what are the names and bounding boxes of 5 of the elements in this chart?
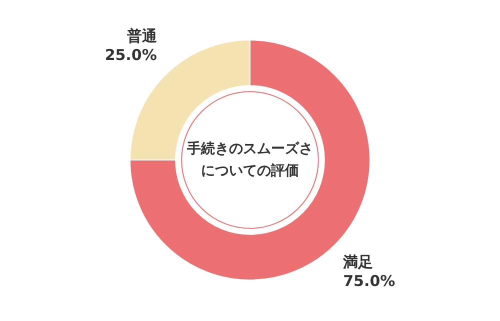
data-label: 75.0% (343, 272, 396, 290)
slice-label: 普通 (126, 26, 158, 45)
text: 手続きのスムーズさについての評価 (186, 140, 314, 181)
slice-label: 満足 (342, 253, 374, 272)
data-label: 25.0% (104, 46, 157, 64)
